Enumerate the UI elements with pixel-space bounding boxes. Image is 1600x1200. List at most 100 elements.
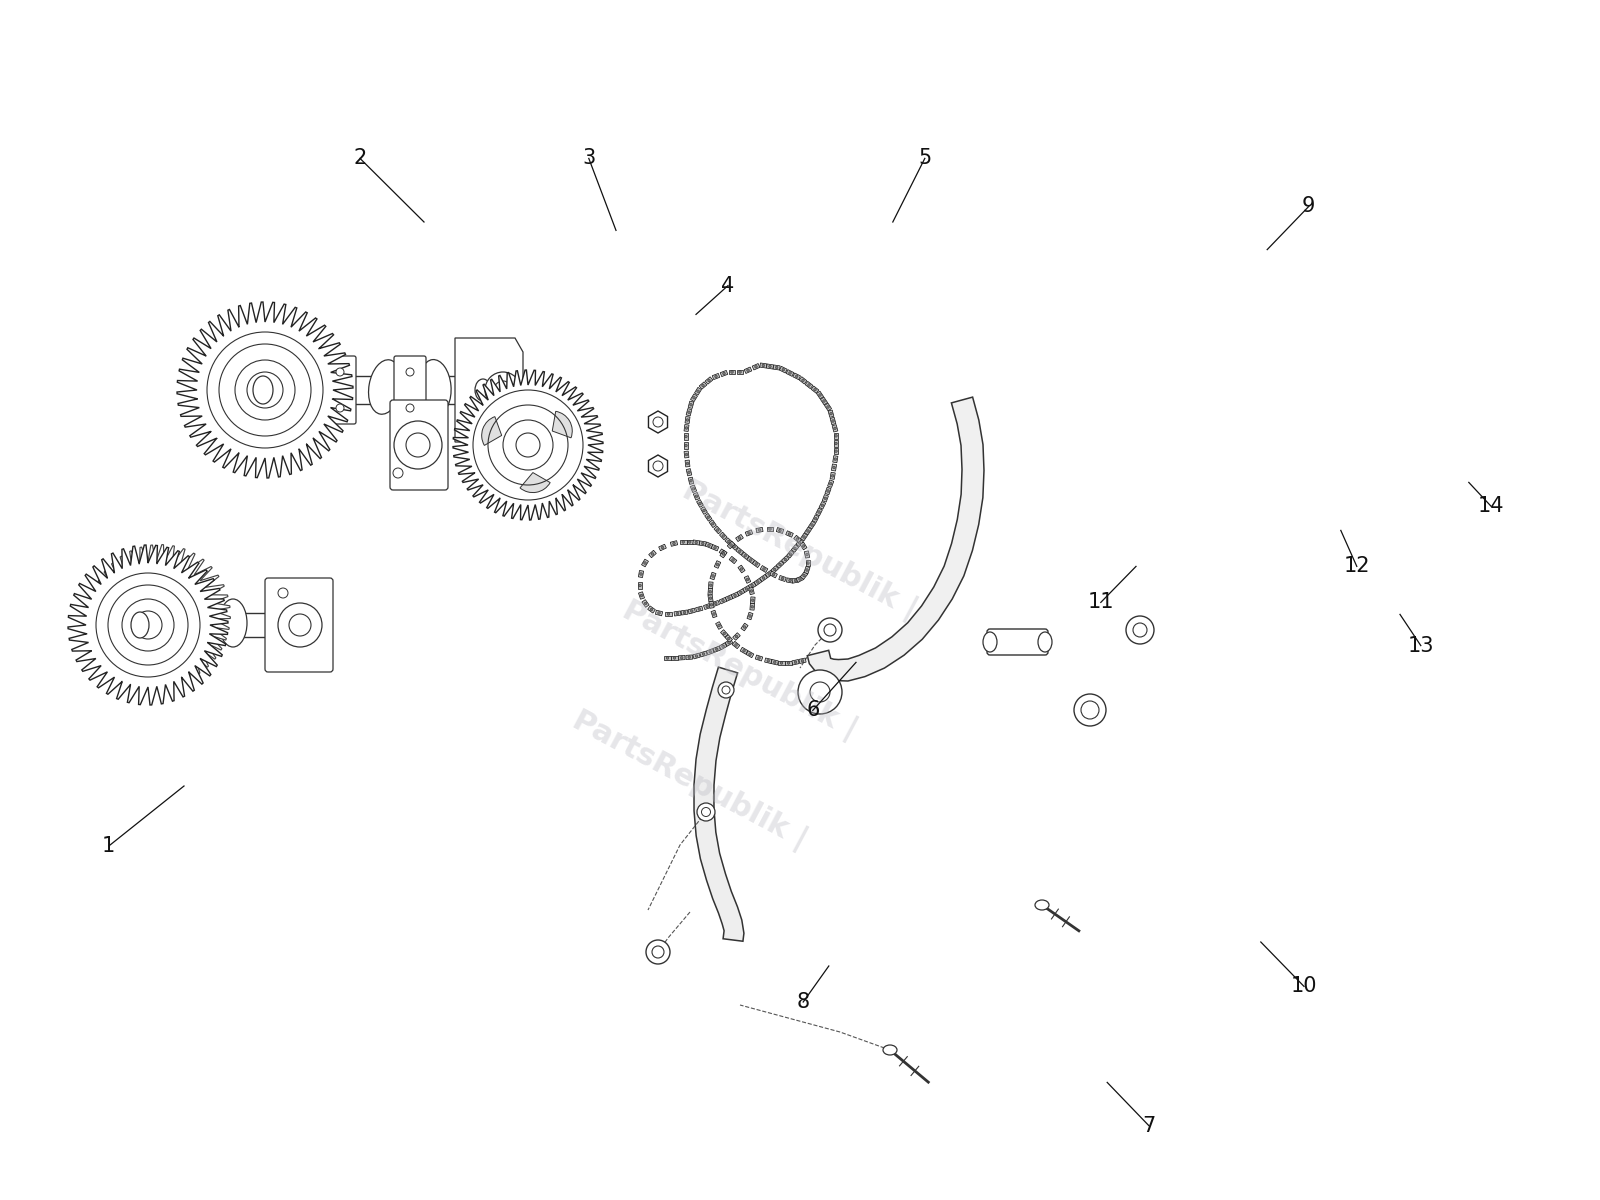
- Circle shape: [638, 584, 642, 587]
- Bar: [718, 548, 726, 556]
- Bar: [830, 473, 835, 479]
- Circle shape: [755, 563, 757, 565]
- Bar: [746, 530, 752, 536]
- Bar: [733, 641, 739, 649]
- Circle shape: [829, 482, 832, 485]
- Circle shape: [661, 546, 664, 548]
- Circle shape: [781, 661, 782, 665]
- Circle shape: [693, 396, 696, 400]
- Bar: [773, 365, 781, 370]
- Circle shape: [762, 364, 765, 367]
- Bar: [693, 653, 701, 659]
- Circle shape: [784, 558, 787, 560]
- Bar: [779, 366, 787, 373]
- Bar: [686, 655, 693, 660]
- Circle shape: [806, 562, 810, 564]
- Bar: [760, 565, 768, 572]
- Circle shape: [722, 535, 725, 538]
- Bar: [688, 608, 696, 614]
- Bar: [672, 656, 678, 660]
- Bar: [693, 492, 699, 500]
- Circle shape: [798, 541, 802, 544]
- Circle shape: [701, 542, 704, 545]
- Text: PartsRepublik |: PartsRepublik |: [677, 475, 923, 625]
- Circle shape: [731, 559, 734, 562]
- Bar: [704, 514, 712, 521]
- Ellipse shape: [475, 379, 491, 401]
- Bar: [685, 425, 690, 432]
- Bar: [718, 598, 726, 604]
- Bar: [738, 589, 744, 595]
- Circle shape: [811, 523, 813, 527]
- Text: 5: 5: [918, 149, 931, 168]
- Bar: [686, 408, 691, 416]
- Bar: [787, 551, 794, 558]
- Bar: [800, 533, 808, 541]
- Circle shape: [758, 529, 762, 532]
- Circle shape: [827, 406, 829, 408]
- Bar: [720, 371, 728, 377]
- Bar: [800, 542, 806, 550]
- Text: 3: 3: [582, 149, 595, 168]
- Circle shape: [702, 509, 706, 512]
- Text: 13: 13: [1408, 636, 1434, 655]
- Bar: [736, 547, 744, 554]
- Circle shape: [702, 384, 704, 386]
- Bar: [797, 576, 803, 582]
- Bar: [696, 606, 702, 612]
- Bar: [830, 418, 835, 425]
- Circle shape: [728, 596, 730, 599]
- Text: 8: 8: [797, 992, 810, 1012]
- Circle shape: [749, 653, 752, 655]
- Bar: [725, 595, 733, 601]
- Circle shape: [762, 577, 765, 580]
- Bar: [792, 545, 798, 552]
- Bar: [674, 611, 682, 616]
- Bar: [741, 623, 749, 631]
- Circle shape: [715, 376, 717, 378]
- Circle shape: [757, 581, 758, 583]
- Polygon shape: [178, 302, 354, 478]
- Bar: [693, 540, 699, 545]
- Bar: [795, 539, 803, 547]
- Bar: [792, 660, 798, 665]
- Circle shape: [693, 487, 694, 490]
- Circle shape: [747, 532, 750, 534]
- Circle shape: [832, 420, 834, 422]
- Polygon shape: [454, 338, 523, 442]
- Bar: [694, 388, 701, 395]
- Ellipse shape: [1038, 632, 1053, 652]
- Text: 14: 14: [1478, 497, 1504, 516]
- Circle shape: [688, 470, 690, 474]
- Circle shape: [706, 605, 709, 608]
- Bar: [714, 526, 722, 534]
- Circle shape: [709, 650, 712, 653]
- Circle shape: [718, 624, 720, 626]
- Circle shape: [739, 590, 742, 594]
- Bar: [741, 552, 749, 559]
- Bar: [725, 635, 733, 642]
- Circle shape: [749, 614, 752, 617]
- Bar: [746, 650, 754, 658]
- Bar: [733, 632, 741, 641]
- Bar: [779, 576, 786, 582]
- Bar: [794, 373, 800, 379]
- Polygon shape: [648, 455, 667, 476]
- Bar: [752, 364, 760, 370]
- Circle shape: [694, 541, 698, 544]
- Bar: [725, 538, 733, 545]
- Bar: [699, 652, 707, 656]
- Bar: [709, 520, 717, 528]
- Bar: [744, 367, 752, 373]
- Circle shape: [794, 547, 797, 550]
- Circle shape: [688, 656, 691, 659]
- Bar: [728, 370, 736, 374]
- FancyBboxPatch shape: [323, 356, 355, 424]
- Circle shape: [474, 390, 582, 500]
- Circle shape: [768, 365, 771, 368]
- Text: PartsRepublik |: PartsRepublik |: [618, 595, 862, 745]
- Bar: [686, 540, 693, 544]
- Bar: [752, 560, 760, 568]
- Circle shape: [723, 372, 725, 374]
- Circle shape: [758, 656, 760, 659]
